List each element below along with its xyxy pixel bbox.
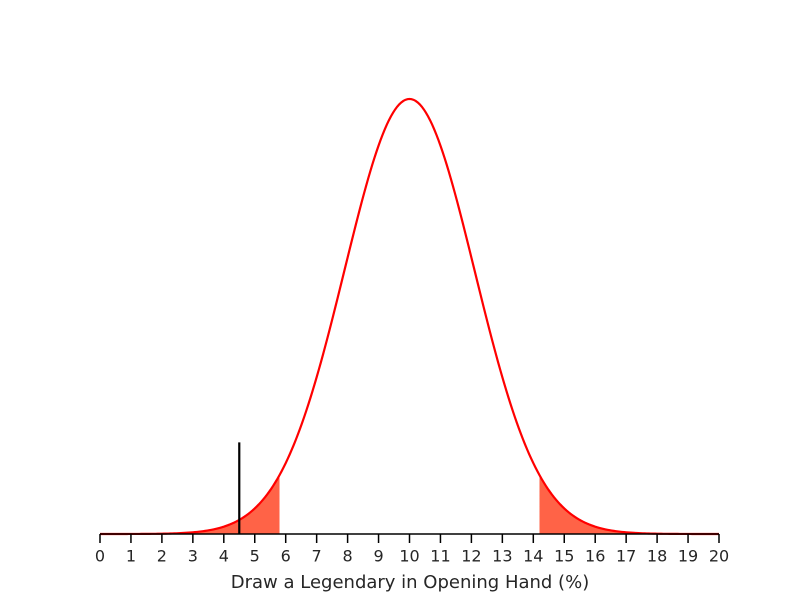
x-tick-label: 15 bbox=[554, 547, 574, 566]
x-tick-label: 6 bbox=[281, 547, 291, 566]
x-tick-label: 19 bbox=[678, 547, 698, 566]
shaded-tail bbox=[100, 475, 280, 534]
x-tick-label: 8 bbox=[343, 547, 353, 566]
x-tick-label: 20 bbox=[709, 547, 729, 566]
x-tick-label: 7 bbox=[312, 547, 322, 566]
x-tick-label: 17 bbox=[616, 547, 636, 566]
x-tick-label: 1 bbox=[126, 547, 136, 566]
x-tick-label: 10 bbox=[399, 547, 419, 566]
x-tick-label: 16 bbox=[585, 547, 605, 566]
x-tick-label: 0 bbox=[95, 547, 105, 566]
x-tick-label: 14 bbox=[523, 547, 543, 566]
density-curve bbox=[100, 97, 719, 536]
x-tick-label: 2 bbox=[157, 547, 167, 566]
x-tick-label: 4 bbox=[219, 547, 229, 566]
x-tick-label: 12 bbox=[461, 547, 481, 566]
x-tick-label: 18 bbox=[647, 547, 667, 566]
shaded-tail bbox=[539, 475, 719, 534]
x-tick-label: 13 bbox=[492, 547, 512, 566]
x-tick-label: 3 bbox=[188, 547, 198, 566]
x-tick-label: 5 bbox=[250, 547, 260, 566]
x-tick-label: 11 bbox=[430, 547, 450, 566]
x-axis-label: Draw a Legendary in Opening Hand (%) bbox=[231, 572, 589, 593]
x-tick-label: 9 bbox=[373, 547, 383, 566]
